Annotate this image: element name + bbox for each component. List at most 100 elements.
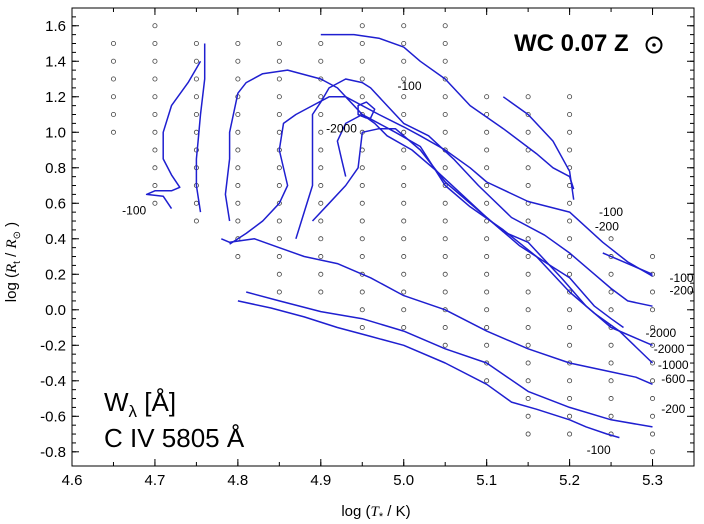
x-tick-label: 4.7 bbox=[145, 472, 166, 489]
x-axis-ticks: 4.6 4.7 4.8 4.9 5.0 5.1 5.2 5.3 bbox=[62, 8, 695, 489]
model-point bbox=[152, 41, 158, 47]
contour-labels: -100-100-2000-100-200-100-200-2000-2000-… bbox=[122, 79, 694, 457]
plot-frame bbox=[71, 7, 695, 467]
model-point bbox=[567, 342, 573, 348]
model-point bbox=[401, 236, 407, 242]
contour-line bbox=[145, 60, 202, 210]
contour-line bbox=[502, 96, 575, 200]
model-point bbox=[401, 112, 407, 118]
model-point bbox=[525, 271, 531, 277]
model-point bbox=[567, 378, 573, 384]
model-point bbox=[318, 236, 324, 242]
model-point bbox=[318, 112, 324, 118]
model-point bbox=[401, 147, 407, 153]
model-point bbox=[650, 307, 656, 313]
model-point bbox=[359, 218, 365, 224]
model-point bbox=[276, 112, 282, 118]
model-point bbox=[359, 23, 365, 29]
model-point bbox=[401, 129, 407, 135]
model-point bbox=[276, 76, 282, 82]
model-point bbox=[650, 360, 656, 366]
model-point bbox=[608, 307, 614, 313]
x-axis-label: log (T* / K) bbox=[341, 503, 410, 523]
model-point bbox=[442, 76, 448, 82]
model-point bbox=[318, 183, 324, 189]
model-point bbox=[235, 76, 241, 82]
model-point bbox=[401, 289, 407, 295]
x-tick-label: 5.3 bbox=[642, 472, 663, 489]
model-point bbox=[235, 165, 241, 171]
model-point bbox=[650, 325, 656, 331]
y-tick-label: 1.4 bbox=[45, 53, 66, 70]
contour-label: -2000 bbox=[654, 342, 685, 356]
model-point bbox=[276, 94, 282, 100]
model-point bbox=[401, 218, 407, 224]
model-point bbox=[608, 254, 614, 260]
model-point bbox=[525, 129, 531, 135]
y-tick-label: 0.4 bbox=[45, 231, 66, 248]
model-point bbox=[442, 200, 448, 206]
contour-line bbox=[602, 252, 653, 275]
model-point bbox=[193, 58, 199, 64]
model-point bbox=[152, 58, 158, 64]
model-point bbox=[484, 289, 490, 295]
model-point bbox=[235, 254, 241, 260]
model-point bbox=[525, 289, 531, 295]
model-point bbox=[193, 94, 199, 100]
model-point bbox=[525, 342, 531, 348]
model-point bbox=[359, 94, 365, 100]
contour-label: -100 bbox=[398, 79, 422, 93]
model-point bbox=[567, 396, 573, 402]
model-point bbox=[152, 23, 158, 29]
model-point bbox=[235, 41, 241, 47]
model-point bbox=[359, 165, 365, 171]
model-point bbox=[442, 254, 448, 260]
x-tick-label: 4.6 bbox=[62, 472, 83, 489]
model-point bbox=[484, 94, 490, 100]
model-point bbox=[318, 218, 324, 224]
model-point bbox=[484, 254, 490, 260]
contour-line bbox=[295, 78, 653, 307]
x-tick-label: 5.0 bbox=[393, 472, 414, 489]
model-point bbox=[276, 271, 282, 277]
model-point bbox=[359, 76, 365, 82]
contour-label: -600 bbox=[661, 372, 685, 386]
y-axis-ticks: -0.8 -0.6 -0.4 -0.2 0.0 0.2 0.4 0.6 0.8 1.0 1.2 1.4… bbox=[40, 16, 694, 461]
contour-line bbox=[224, 69, 653, 277]
y-tick-label: 0.6 bbox=[45, 195, 66, 212]
contour-line bbox=[246, 291, 653, 428]
model-point bbox=[608, 413, 614, 419]
model-point bbox=[401, 41, 407, 47]
model-point bbox=[110, 41, 116, 47]
model-point bbox=[484, 342, 490, 348]
model-point bbox=[276, 165, 282, 171]
model-point bbox=[359, 307, 365, 313]
model-point bbox=[442, 129, 448, 135]
model-point bbox=[110, 58, 116, 64]
model-point bbox=[567, 200, 573, 206]
model-point bbox=[567, 307, 573, 313]
model-point bbox=[484, 307, 490, 313]
model-point bbox=[608, 342, 614, 348]
sun-symbol-title-dot bbox=[652, 43, 656, 47]
model-point bbox=[152, 183, 158, 189]
model-point bbox=[318, 41, 324, 47]
y-tick-label: -0.4 bbox=[40, 373, 66, 390]
model-point bbox=[359, 183, 365, 189]
model-point bbox=[110, 112, 116, 118]
model-point bbox=[235, 183, 241, 189]
model-point bbox=[442, 23, 448, 29]
contour-label: -200 bbox=[595, 219, 619, 233]
model-point bbox=[442, 325, 448, 331]
model-point bbox=[567, 94, 573, 100]
y-tick-label: -0.2 bbox=[40, 337, 66, 354]
y-tick-label: 1.6 bbox=[45, 18, 66, 35]
contour-line bbox=[195, 43, 206, 213]
model-point bbox=[484, 147, 490, 153]
model-point bbox=[318, 289, 324, 295]
contour-line bbox=[320, 33, 575, 190]
model-point bbox=[318, 271, 324, 277]
y-tick-label: 1.0 bbox=[45, 124, 66, 141]
y-tick-label: -0.8 bbox=[40, 444, 66, 461]
